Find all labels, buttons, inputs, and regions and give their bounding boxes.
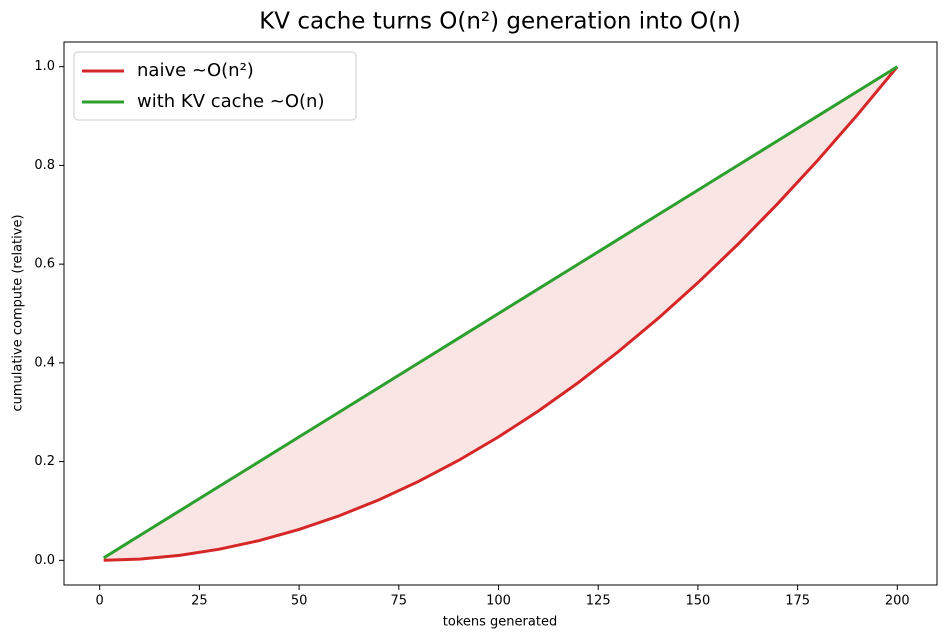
plot-frame xyxy=(63,41,938,586)
x-tick-label: 50 xyxy=(291,594,308,609)
line-series xyxy=(103,65,899,562)
x-tick-label: 25 xyxy=(191,594,208,609)
x-tick-label: 200 xyxy=(885,594,910,609)
x-tick-label: 175 xyxy=(785,594,810,609)
x-tick-label: 75 xyxy=(391,594,408,609)
y-tick-label: 0.8 xyxy=(34,158,55,173)
x-tick-label: 0 xyxy=(96,594,104,609)
y-tick-label: 0.2 xyxy=(34,454,55,469)
y-tick-label: 0.6 xyxy=(34,257,55,272)
legend-label: naive ~O(n²) xyxy=(137,60,254,81)
chart-title: KV cache turns O(n²) generation into O(n… xyxy=(259,9,741,35)
y-tick-label: 0.4 xyxy=(34,355,55,370)
x-tick-label: 125 xyxy=(586,594,611,609)
y-tick-label: 0.0 xyxy=(34,553,55,568)
line-series xyxy=(102,65,899,560)
legend-label: with KV cache ~O(n) xyxy=(137,91,324,112)
x-axis-label: tokens generated xyxy=(443,615,557,630)
legend-box xyxy=(73,51,357,121)
x-tick-label: 150 xyxy=(685,594,710,609)
y-tick-label: 1.0 xyxy=(34,59,55,74)
y-axis-label: cumulative compute (relative) xyxy=(11,214,26,411)
x-tick-label: 100 xyxy=(486,594,511,609)
